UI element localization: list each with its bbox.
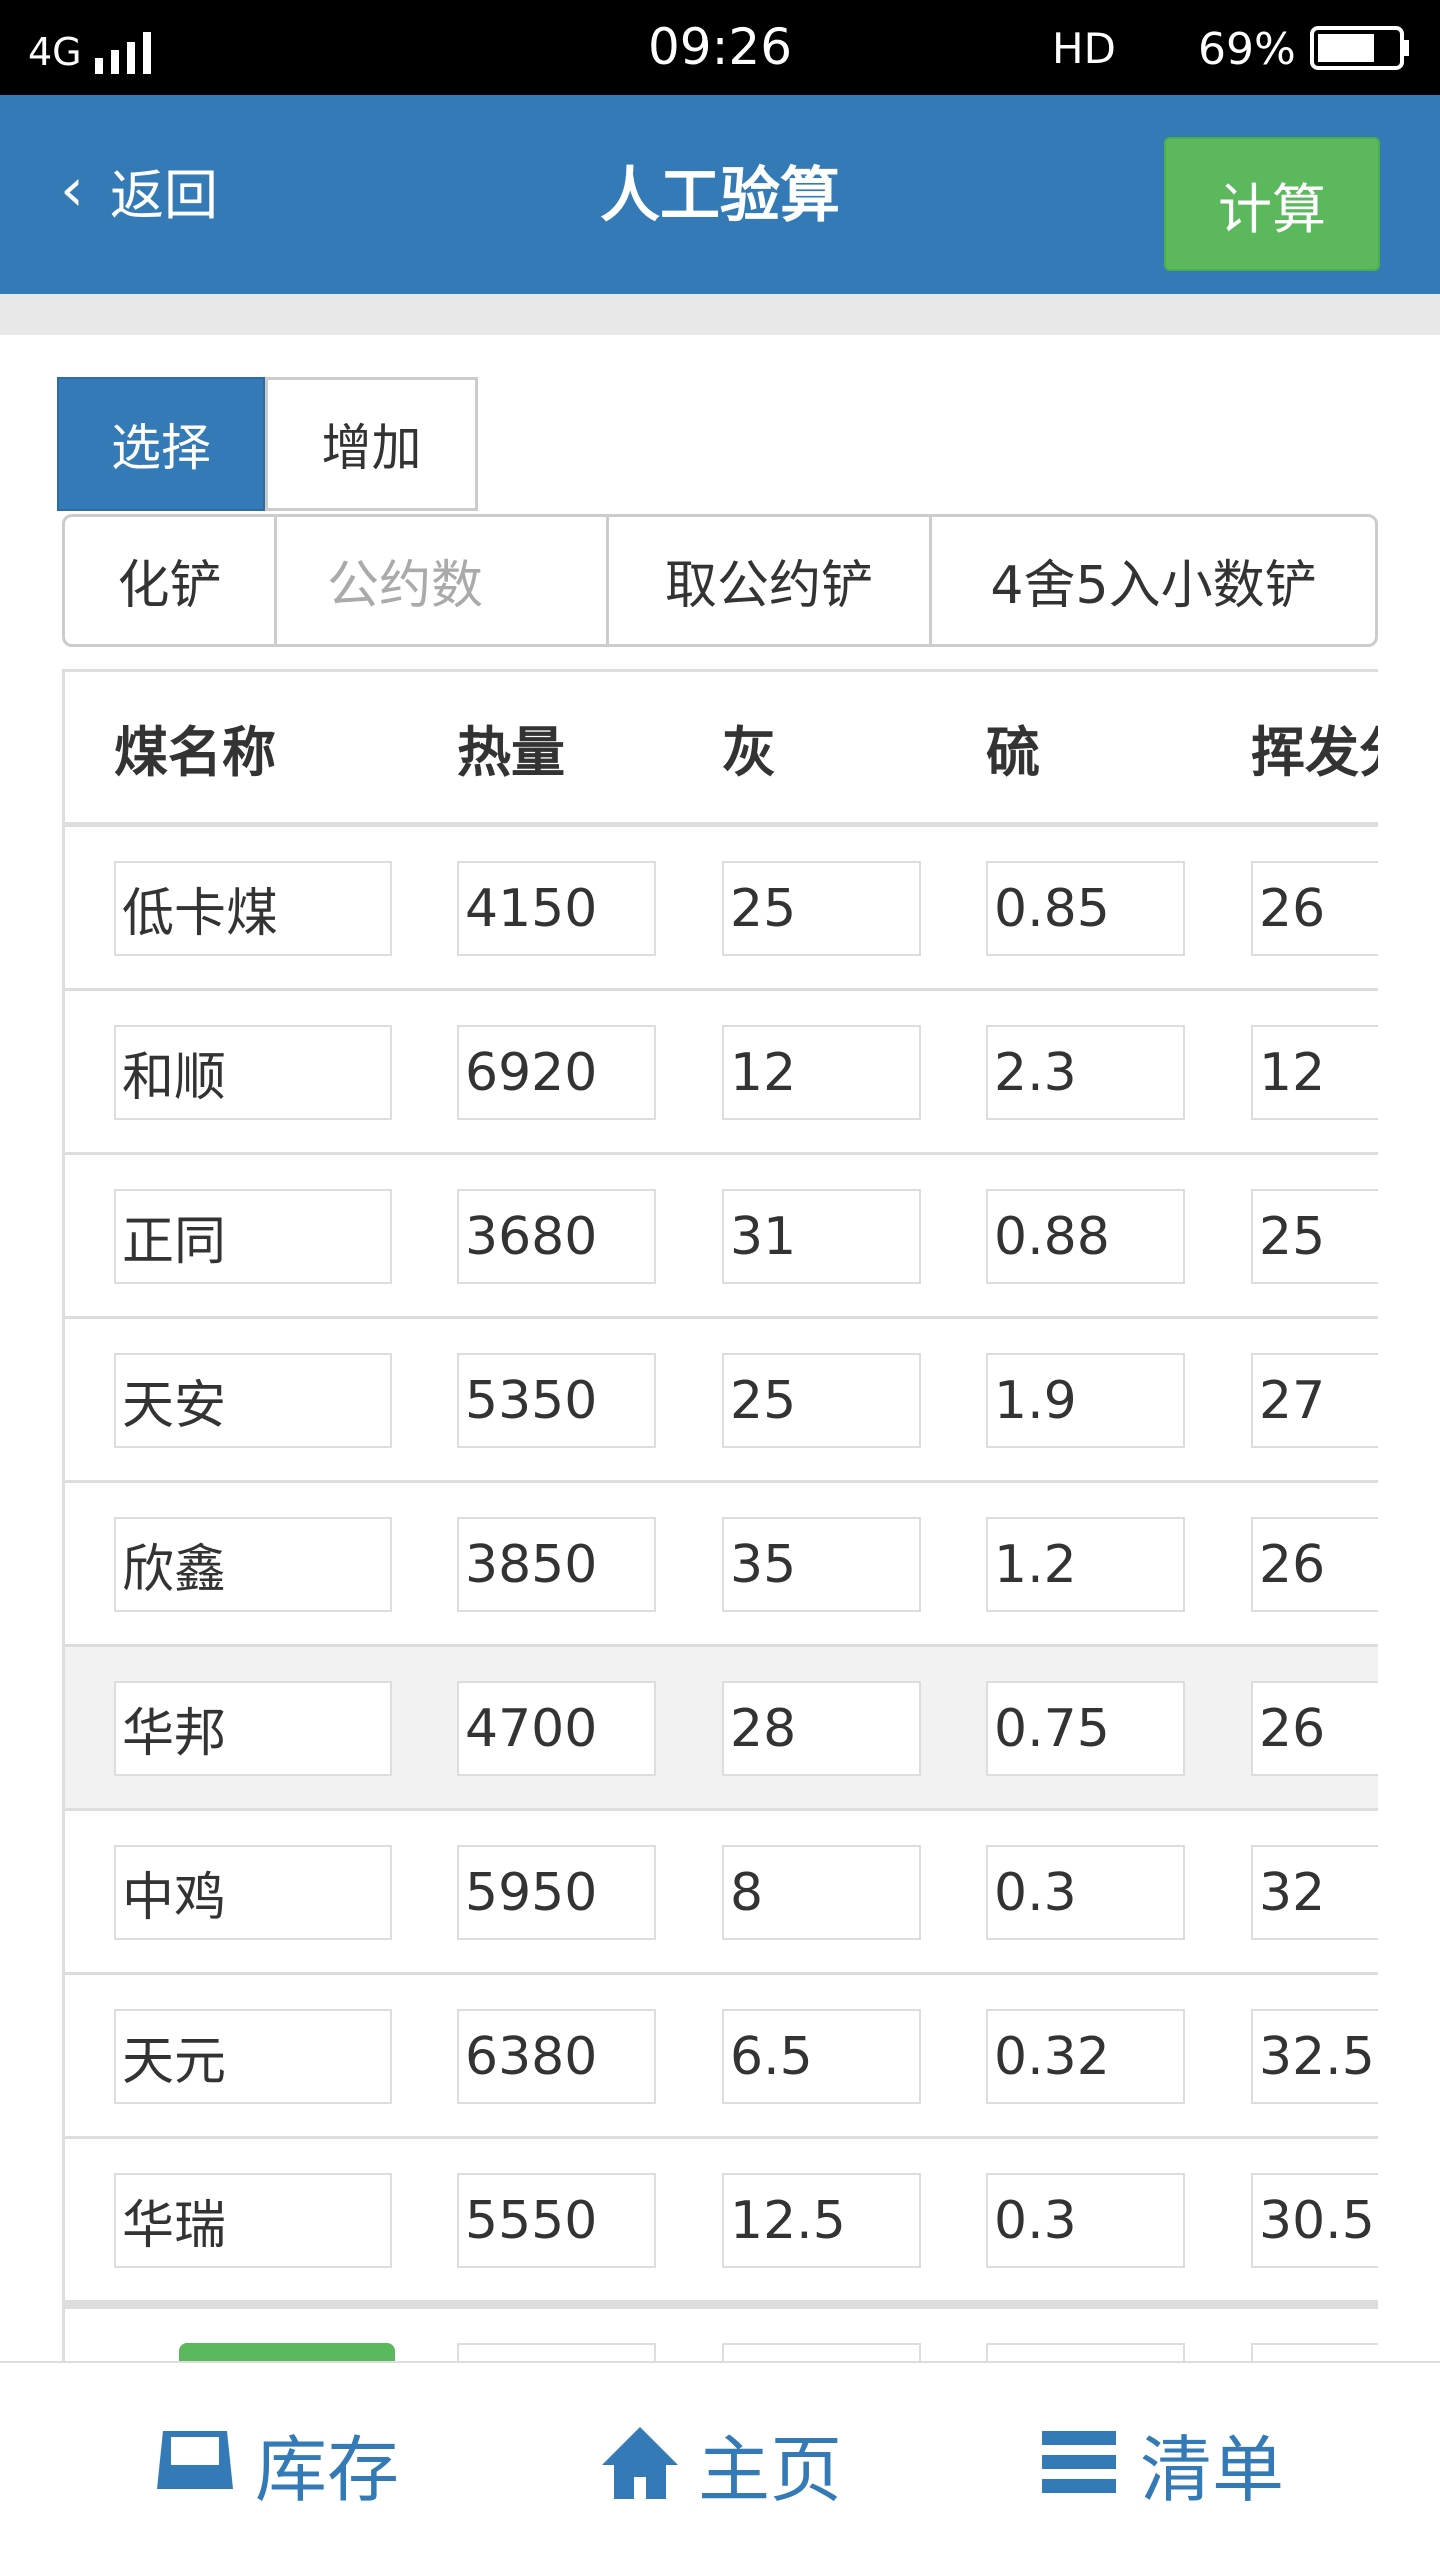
input-cell[interactable]: 和顺 — [114, 1025, 392, 1120]
signal-icon — [95, 32, 151, 74]
nav-label: 清单 — [1140, 2427, 1285, 2512]
status-bar: 4G 09:26 HD 69% — [0, 0, 1440, 95]
row-border — [65, 2303, 1378, 2309]
input-cell[interactable]: 12.5 — [722, 2173, 921, 2268]
calc-button[interactable]: 计算 — [1164, 137, 1380, 271]
input-cell[interactable]: 0.75 — [986, 1681, 1185, 1776]
table-row: 低卡煤 4150 25 0.85 26 — [65, 827, 1378, 991]
input-cell[interactable]: 天元 — [114, 2009, 392, 2104]
input-cell[interactable]: 8 — [722, 1845, 921, 1940]
separator — [0, 294, 1440, 335]
input-cell[interactable]: 32.5 — [1251, 2009, 1378, 2104]
input-cell — [986, 2343, 1185, 2361]
input-cell[interactable]: 31 — [722, 1189, 921, 1284]
input-cell[interactable]: 12 — [722, 1025, 921, 1120]
input-cell[interactable]: 12 — [1251, 1025, 1378, 1120]
input-cell[interactable]: 低卡煤 — [114, 861, 392, 956]
input-cell[interactable]: 欣鑫 — [114, 1517, 392, 1612]
input[interactable]: 公约数 — [277, 517, 609, 644]
input-cell[interactable]: 35 — [722, 1517, 921, 1612]
input-cell[interactable]: 6920 — [457, 1025, 656, 1120]
input-cell[interactable]: 0.88 — [986, 1189, 1185, 1284]
input-cell[interactable]: 5550 — [457, 2173, 656, 2268]
input-cell[interactable]: 30.5 — [1251, 2173, 1378, 2268]
column-header: 硫 — [986, 720, 1040, 784]
input-cell[interactable]: 4150 — [457, 861, 656, 956]
input-cell[interactable]: 正同 — [114, 1189, 392, 1284]
label: 化铲 — [65, 517, 277, 644]
input-cell[interactable]: 0.32 — [986, 2009, 1185, 2104]
input-cell[interactable]: 3850 — [457, 1517, 656, 1612]
column-header: 煤名称 — [114, 720, 276, 784]
nav-item[interactable]: 清单 — [1040, 2403, 1284, 2523]
table-row: 天安 5350 25 1.9 27 — [65, 1319, 1378, 1483]
input-cell[interactable]: 4700 — [457, 1681, 656, 1776]
input-cell[interactable]: 0.3 — [986, 2173, 1185, 2268]
table-row: 华瑞 5550 12.5 0.3 30.5 — [65, 2139, 1378, 2303]
table-row: 华邦 4700 28 0.75 26 — [65, 1647, 1378, 1811]
input-cell[interactable]: 26 — [1251, 1681, 1378, 1776]
input-cell[interactable]: 0.3 — [986, 1845, 1185, 1940]
nav-label: 主页 — [698, 2427, 843, 2512]
input-cell — [722, 2343, 921, 2361]
button[interactable]: 4舍5入小数铲 — [990, 556, 1317, 616]
input-cell[interactable]: 27 — [1251, 1353, 1378, 1448]
column-header: 挥发分 — [1251, 720, 1378, 784]
input-cell[interactable]: 华瑞 — [114, 2173, 392, 2268]
hd: HD — [1052, 24, 1116, 73]
input-cell[interactable]: 天安 — [114, 1353, 392, 1448]
input-cell[interactable]: 华邦 — [114, 1681, 392, 1776]
tab[interactable]: 选择 — [57, 377, 265, 511]
input-cell[interactable]: 6.5 — [722, 2009, 921, 2104]
button[interactable]: 取公约铲 — [609, 517, 932, 644]
input-cell[interactable]: 5950 — [457, 1845, 656, 1940]
battery-text: 69% — [1198, 24, 1296, 75]
back-label: 返回 — [110, 163, 218, 227]
title: 人工验算 — [600, 160, 840, 231]
input-cell[interactable]: 中鸡 — [114, 1845, 392, 1940]
tab[interactable]: 增加 — [265, 377, 478, 511]
input-cell — [457, 2343, 656, 2361]
input-cell[interactable]: 28 — [722, 1681, 921, 1776]
back-button[interactable]: ‹ 返回 — [60, 145, 218, 235]
table-row — [65, 2307, 1378, 2361]
input-cell[interactable]: 1.9 — [986, 1353, 1185, 1448]
input-cell[interactable]: 1.2 — [986, 1517, 1185, 1612]
input-cell[interactable]: 25 — [1251, 1189, 1378, 1284]
input-cell[interactable]: 25 — [722, 861, 921, 956]
bottom-nav: 库存 主页 清单 — [0, 2361, 1440, 2560]
input-cell[interactable]: 25 — [722, 1353, 921, 1448]
header: ‹ 返回 人工验算 计算 — [0, 95, 1440, 294]
header-border — [65, 822, 1378, 828]
row-button[interactable] — [179, 2343, 395, 2361]
table-row: 欣鑫 3850 35 1.2 26 — [65, 1483, 1378, 1647]
table: 煤名称 热量 灰 硫 挥发分低卡煤 4150 25 0.85 26 和顺 6920 12 2.3 12 正同… — [62, 669, 1378, 2361]
table-row: 正同 3680 31 0.88 25 — [65, 1155, 1378, 1319]
battery-icon — [1310, 26, 1409, 70]
toolbar: 化铲 公约数 取公约铲 4舍5入小数铲 — [62, 514, 1378, 647]
time: 09:26 — [647, 18, 793, 76]
input-cell[interactable]: 26 — [1251, 861, 1378, 956]
input-cell[interactable]: 5350 — [457, 1353, 656, 1448]
column-header: 灰 — [722, 720, 776, 784]
table-row: 天元 6380 6.5 0.32 32.5 — [65, 1975, 1378, 2139]
input-cell[interactable]: 3680 — [457, 1189, 656, 1284]
input-cell[interactable]: 6380 — [457, 2009, 656, 2104]
column-header: 热量 — [457, 720, 565, 784]
table-row: 中鸡 5950 8 0.3 32 — [65, 1811, 1378, 1975]
input-cell — [1251, 2343, 1378, 2361]
nav-label: 库存 — [255, 2427, 400, 2512]
input-cell[interactable]: 2.3 — [986, 1025, 1185, 1120]
table-row: 和顺 6920 12 2.3 12 — [65, 991, 1378, 1155]
nav-item[interactable]: 主页 — [600, 2403, 842, 2523]
network: 4G — [28, 30, 82, 74]
input-cell[interactable]: 26 — [1251, 1517, 1378, 1612]
input-cell[interactable]: 32 — [1251, 1845, 1378, 1940]
input-cell[interactable]: 0.85 — [986, 861, 1185, 956]
nav-item[interactable]: 库存 — [155, 2403, 399, 2523]
